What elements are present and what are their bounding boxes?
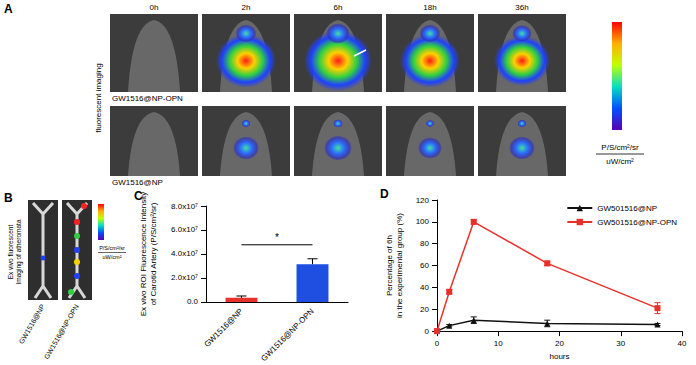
svg-text:of Carotid Artery (P/S/cm²/sr): of Carotid Artery (P/S/cm²/sr) — [149, 202, 158, 305]
svg-text:60: 60 — [420, 261, 429, 270]
svg-text:4.0x10⁷: 4.0x10⁷ — [171, 249, 198, 258]
svg-text:20: 20 — [420, 305, 429, 314]
svg-text:100: 100 — [416, 217, 430, 226]
svg-text:uW/cm²: uW/cm² — [606, 157, 634, 166]
svg-text:B: B — [4, 191, 13, 205]
svg-text:Percentage of 6h: Percentage of 6h — [385, 235, 394, 296]
svg-text:C: C — [134, 189, 143, 203]
svg-text:GW1516@NP-OPN: GW1516@NP-OPN — [43, 303, 80, 360]
svg-text:20: 20 — [555, 339, 564, 348]
svg-text:P/S/cm²/sr: P/S/cm²/sr — [99, 245, 125, 251]
svg-text:GW1516@NP-OPN: GW1516@NP-OPN — [259, 307, 315, 363]
svg-text:120: 120 — [416, 196, 430, 205]
svg-text:D: D — [380, 187, 389, 201]
svg-text:8.0x10⁷: 8.0x10⁷ — [171, 202, 198, 211]
svg-text:hours: hours — [549, 352, 569, 361]
svg-text:Ex vivo fluorescent: Ex vivo fluorescent — [7, 225, 14, 280]
svg-text:2h: 2h — [242, 3, 251, 12]
svg-text:GW1516@NP: GW1516@NP — [202, 307, 244, 349]
svg-text:2.0x10⁷: 2.0x10⁷ — [171, 273, 198, 282]
svg-text:40: 40 — [420, 283, 429, 292]
svg-text:GW501516@NP: GW501516@NP — [597, 204, 657, 213]
svg-text:in the experimental group (%): in the experimental group (%) — [395, 213, 404, 318]
svg-text:6.0x10⁷: 6.0x10⁷ — [171, 225, 198, 234]
svg-text:40: 40 — [678, 339, 687, 348]
svg-text:0h: 0h — [150, 3, 159, 12]
svg-text:36h: 36h — [515, 3, 528, 12]
svg-text:0: 0 — [435, 339, 440, 348]
svg-text:80: 80 — [420, 239, 429, 248]
svg-text:30: 30 — [616, 339, 625, 348]
svg-text:GW1516@NP-OPN: GW1516@NP-OPN — [112, 94, 183, 103]
svg-text:6h: 6h — [334, 3, 343, 12]
svg-text:GW1516@NP: GW1516@NP — [112, 178, 163, 187]
svg-text:18h: 18h — [423, 3, 436, 12]
svg-text:*: * — [275, 232, 279, 243]
svg-text:P/S/cm²/sr: P/S/cm²/sr — [601, 143, 639, 152]
svg-text:uW/cm²: uW/cm² — [103, 254, 122, 260]
svg-text:Imaging of atheromata: Imaging of atheromata — [15, 219, 23, 284]
svg-text:fluorescent imaging: fluorescent imaging — [94, 63, 103, 132]
svg-text:GW1516@NP: GW1516@NP — [18, 303, 46, 345]
svg-text:10: 10 — [494, 339, 503, 348]
svg-text:0.0: 0.0 — [187, 297, 199, 306]
svg-text:GW501516@NP-OPN: GW501516@NP-OPN — [597, 218, 677, 227]
svg-text:Ex vivo ROI Fluorescence Inten: Ex vivo ROI Fluorescence Intensity — [139, 192, 148, 316]
svg-text:A: A — [4, 2, 13, 16]
svg-text:0: 0 — [425, 327, 430, 336]
